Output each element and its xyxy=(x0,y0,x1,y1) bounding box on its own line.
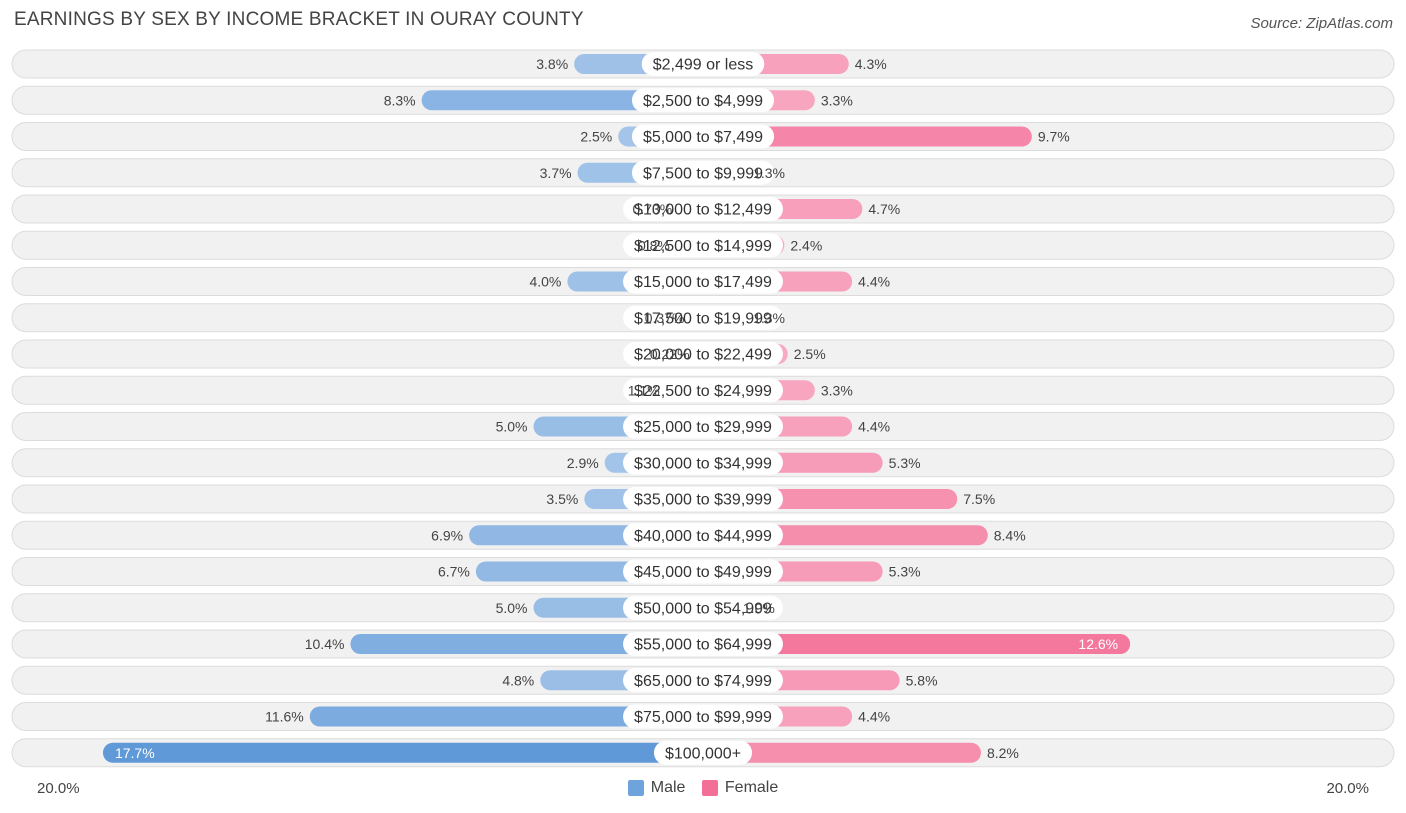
male-value-label: 3.5% xyxy=(546,491,578,507)
male-value-label: 0.37% xyxy=(645,310,685,326)
male-value-label: 0.22% xyxy=(650,346,690,362)
category-label-bg xyxy=(653,740,753,765)
category-label-bg xyxy=(623,450,783,475)
female-value-label: 5.8% xyxy=(906,672,938,688)
category-label: $12,500 to $14,999 xyxy=(634,238,772,255)
source-credit: Source: ZipAtlas.com xyxy=(1250,15,1393,32)
female-value-label: 3.3% xyxy=(821,382,853,398)
category-label: $100,000+ xyxy=(665,745,741,762)
category-label: $2,499 or less xyxy=(653,57,754,74)
category-label-bg xyxy=(623,342,783,366)
male-value-label: 6.9% xyxy=(431,527,463,543)
female-value-label: 5.3% xyxy=(889,455,921,471)
legend-swatch-female xyxy=(701,780,718,796)
category-label: $45,000 to $49,999 xyxy=(634,564,772,581)
female-value-label: 4.4% xyxy=(858,709,890,725)
category-label: $35,000 to $39,999 xyxy=(634,492,772,509)
female-value-label: 7.5% xyxy=(963,491,995,507)
category-label: $55,000 to $64,999 xyxy=(634,637,772,654)
male-value-label: 8.3% xyxy=(384,92,416,108)
category-label: $2,500 to $4,999 xyxy=(643,93,763,110)
female-value-label: 5.3% xyxy=(889,564,921,580)
legend-label-female: Female xyxy=(724,779,779,796)
female-value-label: 9.7% xyxy=(1038,129,1070,145)
female-value-label: 2.4% xyxy=(790,237,822,253)
male-value-label: 6.7% xyxy=(438,564,470,580)
female-bar xyxy=(693,126,1032,147)
male-value-label: 0.8% xyxy=(638,237,670,253)
category-label: $65,000 to $74,999 xyxy=(634,673,772,690)
diverging-bar-chart: $2,499 or less 3.8% 4.3% $2,500 to $4,999 8.… xyxy=(11,49,1395,768)
female-value-label: 3.3% xyxy=(821,92,853,108)
female-value-label: 4.4% xyxy=(858,274,890,290)
female-value-label: 2.5% xyxy=(794,346,826,362)
category-label-bg xyxy=(641,52,765,76)
category-label-bg xyxy=(623,668,783,693)
category-label: $15,000 to $17,499 xyxy=(634,274,772,291)
chart-title: EARNINGS BY SEX BY INCOME BRACKET IN OUR… xyxy=(14,9,584,30)
male-value-label: 10.4% xyxy=(305,636,345,652)
male-value-label: 4.8% xyxy=(502,672,534,688)
male-value-label: 3.8% xyxy=(536,56,568,72)
male-bar xyxy=(102,742,714,763)
male-value-label: 1.1% xyxy=(628,382,660,398)
female-value-label: 4.7% xyxy=(868,201,900,217)
category-label-bg xyxy=(631,124,775,149)
legend-swatch-male xyxy=(627,780,644,796)
male-value-label: 2.9% xyxy=(567,455,599,471)
female-value-label: 8.2% xyxy=(987,745,1019,761)
female-value-label: 1.3% xyxy=(753,310,785,326)
female-value-label: 1.3% xyxy=(753,165,785,181)
category-label-bg xyxy=(623,487,783,511)
male-value-label: 2.5% xyxy=(580,129,612,145)
legend: Male Female xyxy=(0,779,1406,801)
category-label: $5,000 to $7,499 xyxy=(643,129,763,146)
category-label-bg xyxy=(623,197,783,221)
category-label-bg xyxy=(623,414,783,439)
legend-item-male[interactable]: Male xyxy=(627,779,686,797)
category-label: $7,500 to $9,999 xyxy=(643,165,763,182)
category-label-bg xyxy=(623,305,783,330)
category-label-bg xyxy=(623,233,783,258)
male-bar xyxy=(309,706,713,727)
category-label-bg xyxy=(623,595,783,620)
category-label-bg xyxy=(623,632,783,656)
category-label: $22,500 to $24,999 xyxy=(634,383,772,400)
male-value-label: 3.7% xyxy=(540,165,572,181)
male-bar xyxy=(350,634,713,654)
female-bar xyxy=(693,742,981,763)
male-value-label: 0.73% xyxy=(633,201,673,217)
category-label: $75,000 to $99,999 xyxy=(634,709,772,726)
legend-item-female[interactable]: Female xyxy=(701,779,779,797)
category-label-bg xyxy=(623,269,783,294)
category-label-bg xyxy=(623,559,783,584)
axis-left-label: 20.0% xyxy=(37,780,80,797)
female-value-label: 4.4% xyxy=(858,419,890,435)
female-value-label: 4.3% xyxy=(855,56,887,72)
female-value-label: 8.4% xyxy=(994,527,1026,543)
category-label: $25,000 to $29,999 xyxy=(634,419,772,436)
category-label: $30,000 to $34,999 xyxy=(634,455,772,472)
female-bar xyxy=(693,634,1131,654)
category-label-bg xyxy=(623,704,783,729)
category-label: $20,000 to $22,499 xyxy=(634,347,772,364)
male-value-label: 4.0% xyxy=(529,274,561,290)
category-label: $40,000 to $44,999 xyxy=(634,528,772,545)
female-value-label: 1.0% xyxy=(743,600,775,616)
category-label-bg xyxy=(623,523,783,548)
male-value-label: 11.6% xyxy=(265,709,304,725)
male-value-label: 5.0% xyxy=(496,419,528,435)
category-label-bg xyxy=(631,88,775,113)
category-label: $10,000 to $12,499 xyxy=(634,202,772,219)
male-value-label: 17.7% xyxy=(115,745,155,761)
legend-label-male: Male xyxy=(650,779,686,796)
category-label: $17,500 to $19,999 xyxy=(634,310,772,327)
male-value-label: 5.0% xyxy=(496,600,528,616)
axis-right-label: 20.0% xyxy=(1326,780,1369,797)
category-label-bg xyxy=(631,160,775,185)
category-label: $50,000 to $54,999 xyxy=(634,600,772,617)
category-label-bg xyxy=(623,378,783,403)
female-value-label: 12.6% xyxy=(1078,636,1118,652)
